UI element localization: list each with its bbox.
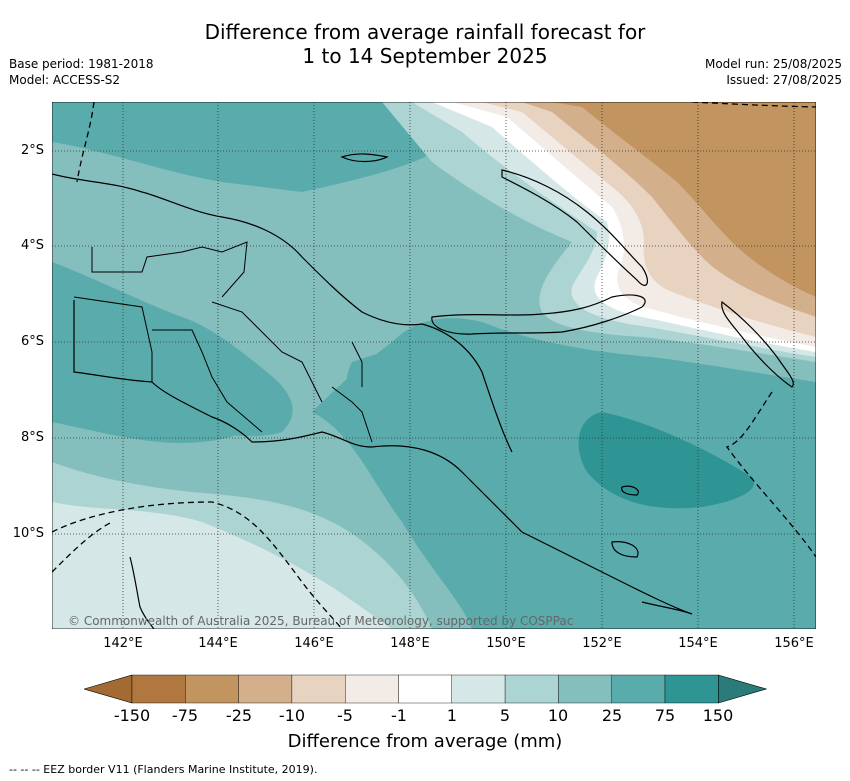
colorbar-cell — [398, 674, 452, 704]
eez-footnote: -- -- -- EEZ border V11 (Flanders Marine… — [9, 763, 318, 776]
colorbar-cell — [131, 674, 186, 704]
rainfall-map — [52, 102, 816, 629]
lat-label-8s: 8°S — [20, 430, 44, 445]
lat-label-6s: 6°S — [20, 334, 44, 349]
colorbar-cell — [664, 674, 719, 704]
colorbar-cell — [291, 674, 346, 704]
colorbar-cell — [185, 674, 239, 704]
lat-label-2s: 2°S — [20, 143, 44, 158]
eez-borders — [52, 102, 816, 629]
colorbar-label: 10 — [547, 706, 569, 725]
model-name: Model: ACCESS-S2 — [9, 73, 121, 87]
shade-dry-25-75 — [552, 102, 816, 297]
lon-label-152e: 152°E — [582, 636, 622, 651]
province-borders — [73, 241, 373, 443]
colorbar-label: 25 — [601, 706, 623, 725]
colorbar-label: -25 — [225, 706, 253, 725]
lon-label-156e: 156°E — [774, 636, 814, 651]
model-run: Model run: 25/08/2025 — [704, 57, 842, 71]
colorbar-label: -150 — [113, 706, 151, 725]
colorbar — [84, 674, 768, 704]
lon-label-154e: 154°E — [678, 636, 718, 651]
colorbar-label: -5 — [337, 706, 353, 725]
colorbar-cell — [504, 674, 559, 704]
colorbar-label: -75 — [171, 706, 199, 725]
colorbar-extend-high — [717, 674, 768, 704]
title-line-2: 1 to 14 September 2025 — [302, 44, 548, 68]
shade-10-25-west — [52, 262, 293, 437]
copyright-notice: © Commonwealth of Australia 2025, Bureau… — [68, 614, 574, 628]
lon-label-146e: 146°E — [294, 636, 334, 651]
colorbar-label: 1 — [446, 706, 458, 725]
colorbar-cell — [345, 674, 399, 704]
colorbar-cell — [611, 674, 666, 704]
colorbar-label: 150 — [702, 706, 734, 725]
shade-25-75 — [578, 412, 754, 509]
colorbar-extend-low — [84, 674, 133, 704]
lon-label-144e: 144°E — [198, 636, 238, 651]
colorbar-label: 5 — [499, 706, 511, 725]
colorbar-title: Difference from average (mm) — [287, 731, 563, 752]
lat-label-4s: 4°S — [20, 238, 44, 253]
base-period: Base period: 1981-2018 — [9, 57, 154, 71]
colorbar-label: 75 — [654, 706, 676, 725]
lon-label-142e: 142°E — [103, 636, 143, 651]
gridlines — [52, 102, 816, 629]
chart-title: Difference from average rainfall forecas… — [0, 20, 850, 68]
coastlines — [52, 153, 794, 629]
colorbar-cell — [451, 674, 506, 704]
colorbar-label: -1 — [391, 706, 407, 725]
lon-label-148e: 148°E — [390, 636, 430, 651]
meta-right: Model run: 25/08/2025 Issued: 27/08/2025 — [705, 56, 842, 88]
lon-label-150e: 150°E — [486, 636, 526, 651]
colorbar-cell — [238, 674, 293, 704]
shade-10-25-central — [346, 345, 495, 436]
colorbar-label: -10 — [278, 706, 306, 725]
title-line-1: Difference from average rainfall forecas… — [204, 20, 646, 44]
lat-label-10s: 10°S — [12, 526, 44, 541]
meta-left: Base period: 1981-2018 Model: ACCESS-S2 — [9, 56, 154, 88]
issued-date: Issued: 27/08/2025 — [726, 73, 842, 87]
colorbar-cell — [558, 674, 612, 704]
